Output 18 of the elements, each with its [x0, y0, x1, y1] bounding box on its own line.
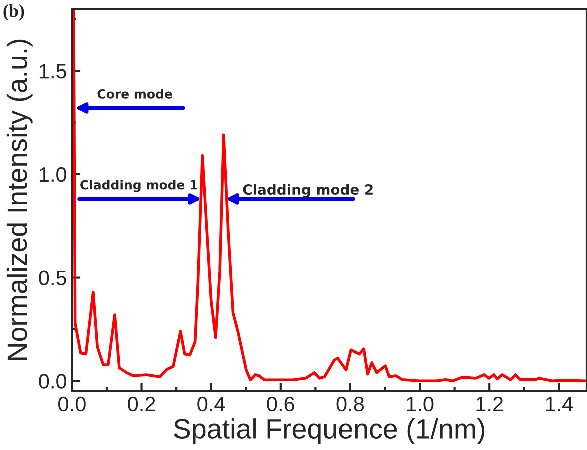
y-tick-label: 1.0 — [40, 167, 67, 182]
x-tick-label: 0.8 — [336, 396, 364, 412]
x-tick-label: 0.6 — [267, 396, 294, 412]
x-tick-label: 0.0 — [58, 396, 86, 412]
x-tick-label: 0.2 — [128, 396, 156, 412]
annotation: Cladding mode 1 — [80, 180, 198, 192]
x-tick-label: 1.0 — [407, 396, 434, 412]
y-axis-title: Normalized Intensity (a.u.) — [6, 40, 33, 360]
y-tick-label: 0.5 — [39, 270, 66, 286]
x-tick-label: 1.2 — [476, 396, 504, 412]
y-tick-label: 0.0 — [39, 374, 67, 389]
annotation: Core mode — [98, 89, 172, 99]
x-tick-label: 0.4 — [198, 396, 226, 412]
x-tick-label: 1.4 — [546, 397, 574, 412]
x-axis-title: Spatial Frequence (1/nm) — [174, 418, 485, 444]
text: (b) — [4, 4, 24, 21]
y-tick-label: 1.5 — [40, 64, 66, 79]
annotation: Cladding mode 2 — [243, 184, 373, 198]
